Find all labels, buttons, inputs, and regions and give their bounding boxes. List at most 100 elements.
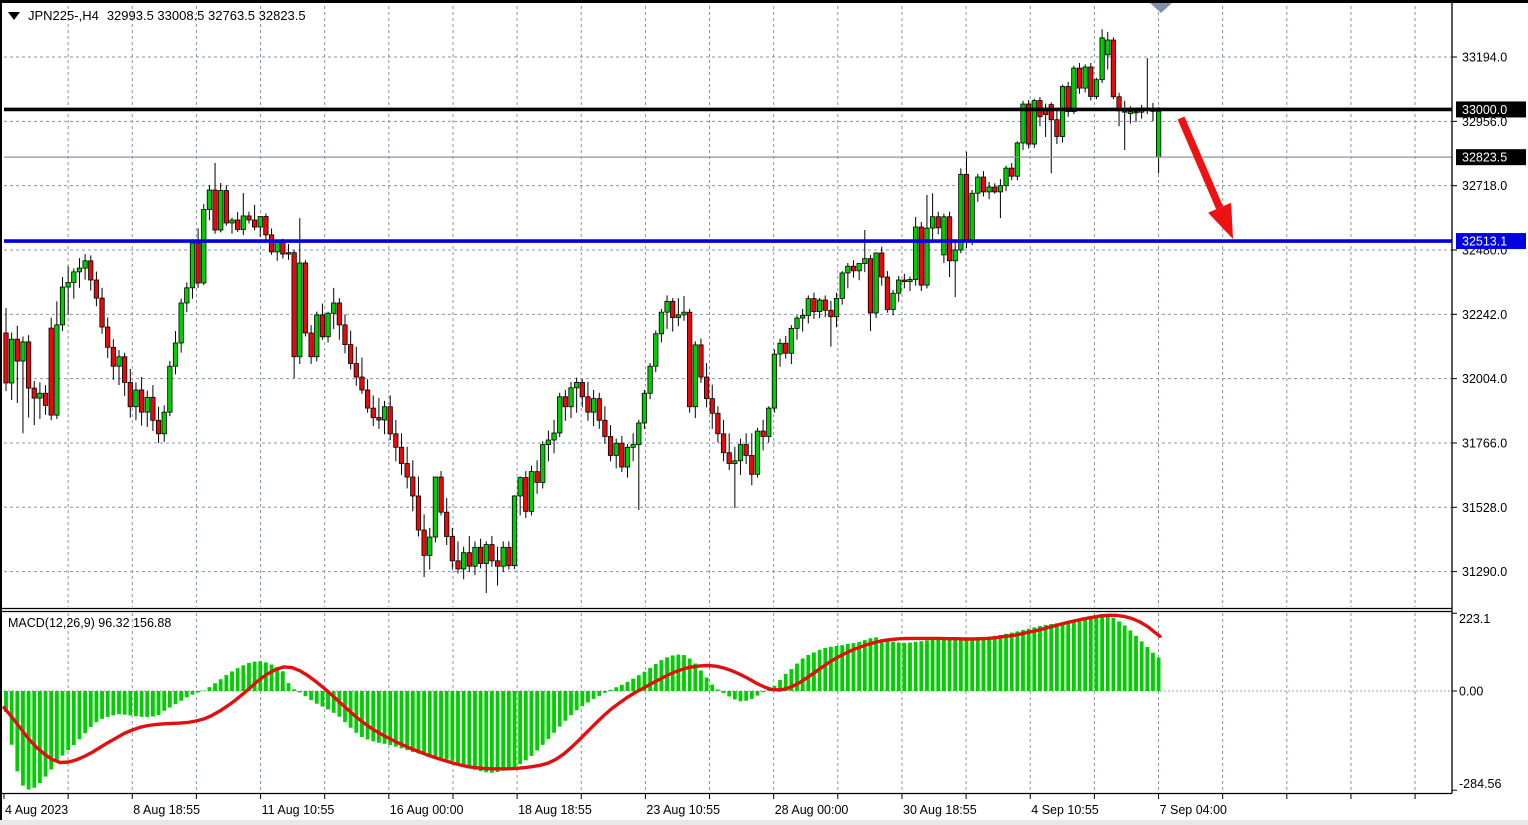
time-axis-label: 30 Aug 18:55 bbox=[903, 803, 977, 817]
candle-body bbox=[31, 387, 37, 399]
candle-body bbox=[82, 260, 88, 269]
candle-body bbox=[122, 356, 128, 383]
candle-body bbox=[25, 341, 32, 389]
candle-body bbox=[1088, 66, 1094, 97]
candle-body bbox=[760, 430, 766, 437]
symbol-dropdown-icon[interactable] bbox=[8, 11, 20, 20]
candles-layer bbox=[3, 29, 1162, 593]
candle-body bbox=[562, 396, 568, 408]
candle-body bbox=[172, 342, 179, 367]
price-axis-label: 32718.0 bbox=[1462, 179, 1507, 193]
candle-body bbox=[641, 392, 648, 424]
candle-body bbox=[517, 477, 523, 497]
candle-body bbox=[218, 190, 224, 231]
candle-body bbox=[946, 216, 953, 262]
candle-body bbox=[88, 260, 94, 281]
candle-body bbox=[817, 299, 823, 313]
candle-body bbox=[749, 455, 755, 475]
candle-body bbox=[658, 311, 665, 335]
candle-body bbox=[771, 353, 778, 409]
trend-arrow-head[interactable] bbox=[1208, 202, 1233, 239]
candle-body bbox=[1009, 167, 1015, 177]
candle-body bbox=[709, 398, 715, 414]
candle-body bbox=[681, 311, 687, 316]
candle-body bbox=[308, 332, 314, 358]
candle-body bbox=[461, 552, 467, 570]
candle-body bbox=[235, 219, 241, 230]
candle-body bbox=[630, 444, 636, 448]
candle-body bbox=[37, 392, 43, 399]
candle-body bbox=[1065, 86, 1071, 113]
candle-body bbox=[500, 546, 506, 567]
candle-body bbox=[845, 265, 851, 274]
candle-body bbox=[901, 279, 907, 283]
candle-body bbox=[850, 265, 857, 272]
candle-body bbox=[370, 407, 376, 418]
candle-body bbox=[302, 262, 309, 334]
candle-body bbox=[579, 382, 585, 398]
candle-body bbox=[963, 173, 970, 241]
candle-body bbox=[574, 382, 580, 389]
candle-body bbox=[1099, 37, 1105, 81]
price-axis-label: 32004.0 bbox=[1462, 372, 1507, 386]
window-border-top bbox=[0, 0, 1528, 3]
candle-body bbox=[952, 249, 958, 262]
candle-body bbox=[212, 189, 218, 231]
candle-body bbox=[670, 300, 676, 318]
candle-body bbox=[528, 471, 535, 512]
candle-body bbox=[274, 242, 280, 253]
chart-title: JPN225-,H4 32993.5 33008.5 32763.5 32823… bbox=[8, 8, 306, 23]
candle-body bbox=[65, 282, 71, 288]
scroll-to-end-marker-icon[interactable] bbox=[1150, 3, 1172, 13]
candle-body bbox=[1026, 103, 1032, 145]
price-box-support bbox=[1456, 233, 1526, 250]
candle-body bbox=[381, 406, 388, 421]
candle-body bbox=[958, 173, 964, 251]
candle-body bbox=[624, 446, 631, 468]
candle-body bbox=[48, 327, 54, 416]
candle-body bbox=[438, 476, 444, 513]
candle-body bbox=[325, 312, 331, 338]
candle-body bbox=[726, 452, 732, 464]
candle-body bbox=[585, 396, 591, 413]
time-axis-label: 4 Aug 2023 bbox=[5, 803, 68, 817]
candle-body bbox=[99, 297, 105, 328]
candle-body bbox=[1014, 142, 1020, 177]
candle-body bbox=[534, 471, 540, 483]
candle-body bbox=[76, 267, 83, 273]
candle-body bbox=[229, 219, 235, 224]
candle-body bbox=[839, 272, 845, 299]
candle-body bbox=[167, 365, 173, 413]
candle-body bbox=[969, 192, 975, 241]
candle-body bbox=[257, 216, 263, 228]
candle-body bbox=[647, 365, 653, 394]
candle-body bbox=[811, 298, 817, 313]
candle-body bbox=[280, 242, 286, 255]
candle-body bbox=[93, 279, 99, 299]
candle-body bbox=[1110, 39, 1116, 98]
candle-body bbox=[766, 407, 772, 437]
ohlc-values: 32993.5 33008.5 32763.5 32823.5 bbox=[106, 8, 306, 23]
time-axis-label: 18 Aug 18:55 bbox=[518, 803, 592, 817]
candle-body bbox=[568, 387, 574, 408]
candle-body bbox=[523, 477, 529, 512]
candle-body bbox=[997, 185, 1004, 193]
candle-body bbox=[421, 529, 427, 556]
candle-body bbox=[477, 546, 484, 564]
candle-body bbox=[986, 186, 992, 193]
candle-body bbox=[331, 302, 337, 314]
candle-body bbox=[432, 476, 439, 538]
candle-body bbox=[715, 412, 721, 435]
candle-body bbox=[110, 346, 116, 367]
candle-body bbox=[314, 314, 320, 358]
time-axis-label: 8 Aug 18:55 bbox=[133, 803, 200, 817]
candle-body bbox=[980, 176, 987, 193]
candle-body bbox=[387, 406, 393, 435]
candle-body bbox=[732, 460, 738, 464]
candle-body bbox=[591, 398, 597, 413]
candle-body bbox=[737, 444, 744, 462]
trend-arrow-shaft[interactable] bbox=[1177, 116, 1224, 210]
candle-body bbox=[138, 389, 145, 413]
candle-body bbox=[444, 511, 450, 537]
